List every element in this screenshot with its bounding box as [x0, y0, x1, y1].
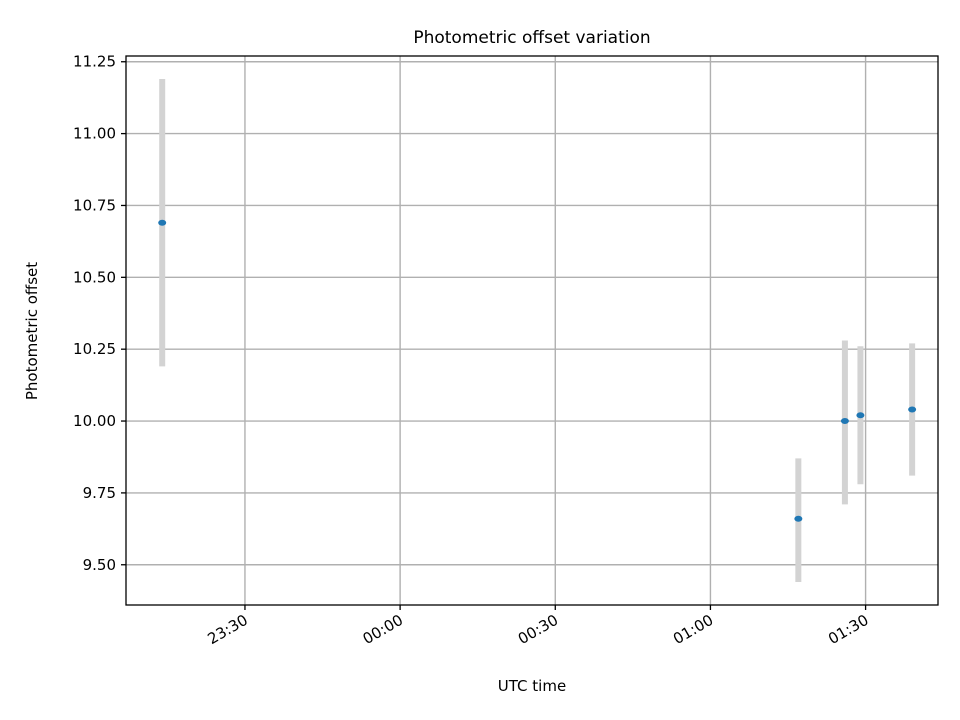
x-tick-label: 00:30 [515, 611, 561, 648]
data-point [840, 418, 849, 425]
errorbar-layer [159, 78, 916, 583]
point-layer [158, 219, 917, 522]
y-tick-label: 9.50 [83, 556, 116, 574]
x-tick-label: 01:00 [670, 611, 716, 648]
y-tick-label: 10.25 [73, 340, 116, 358]
y-tick-label: 9.75 [83, 484, 116, 502]
x-tick-label: 00:00 [360, 611, 406, 648]
data-point [908, 406, 917, 413]
data-point [856, 412, 865, 419]
y-tick-layer: 9.50 9.75 10.00 10.25 10.50 10.75 11.00 11.25 [73, 53, 126, 574]
y-axis-label: Photometric offset [23, 262, 41, 400]
y-tick-label: 11.25 [73, 53, 116, 71]
data-point [794, 515, 803, 522]
y-tick-label: 11.00 [73, 125, 116, 143]
y-tick-label: 10.50 [73, 268, 116, 286]
plot-frame [125, 55, 939, 606]
y-tick-label: 10.75 [73, 196, 116, 214]
y-tick-label: 10.00 [73, 412, 116, 430]
chart-title: Photometric offset variation [413, 28, 650, 48]
data-point [158, 219, 167, 226]
x-tick-layer: 23:30 00:00 00:30 01:00 01:30 [205, 605, 872, 648]
x-tick-label: 01:30 [825, 611, 871, 648]
x-tick-label: 23:30 [205, 611, 251, 648]
grid-layer [126, 56, 938, 605]
x-axis-label: UTC time [498, 677, 566, 695]
